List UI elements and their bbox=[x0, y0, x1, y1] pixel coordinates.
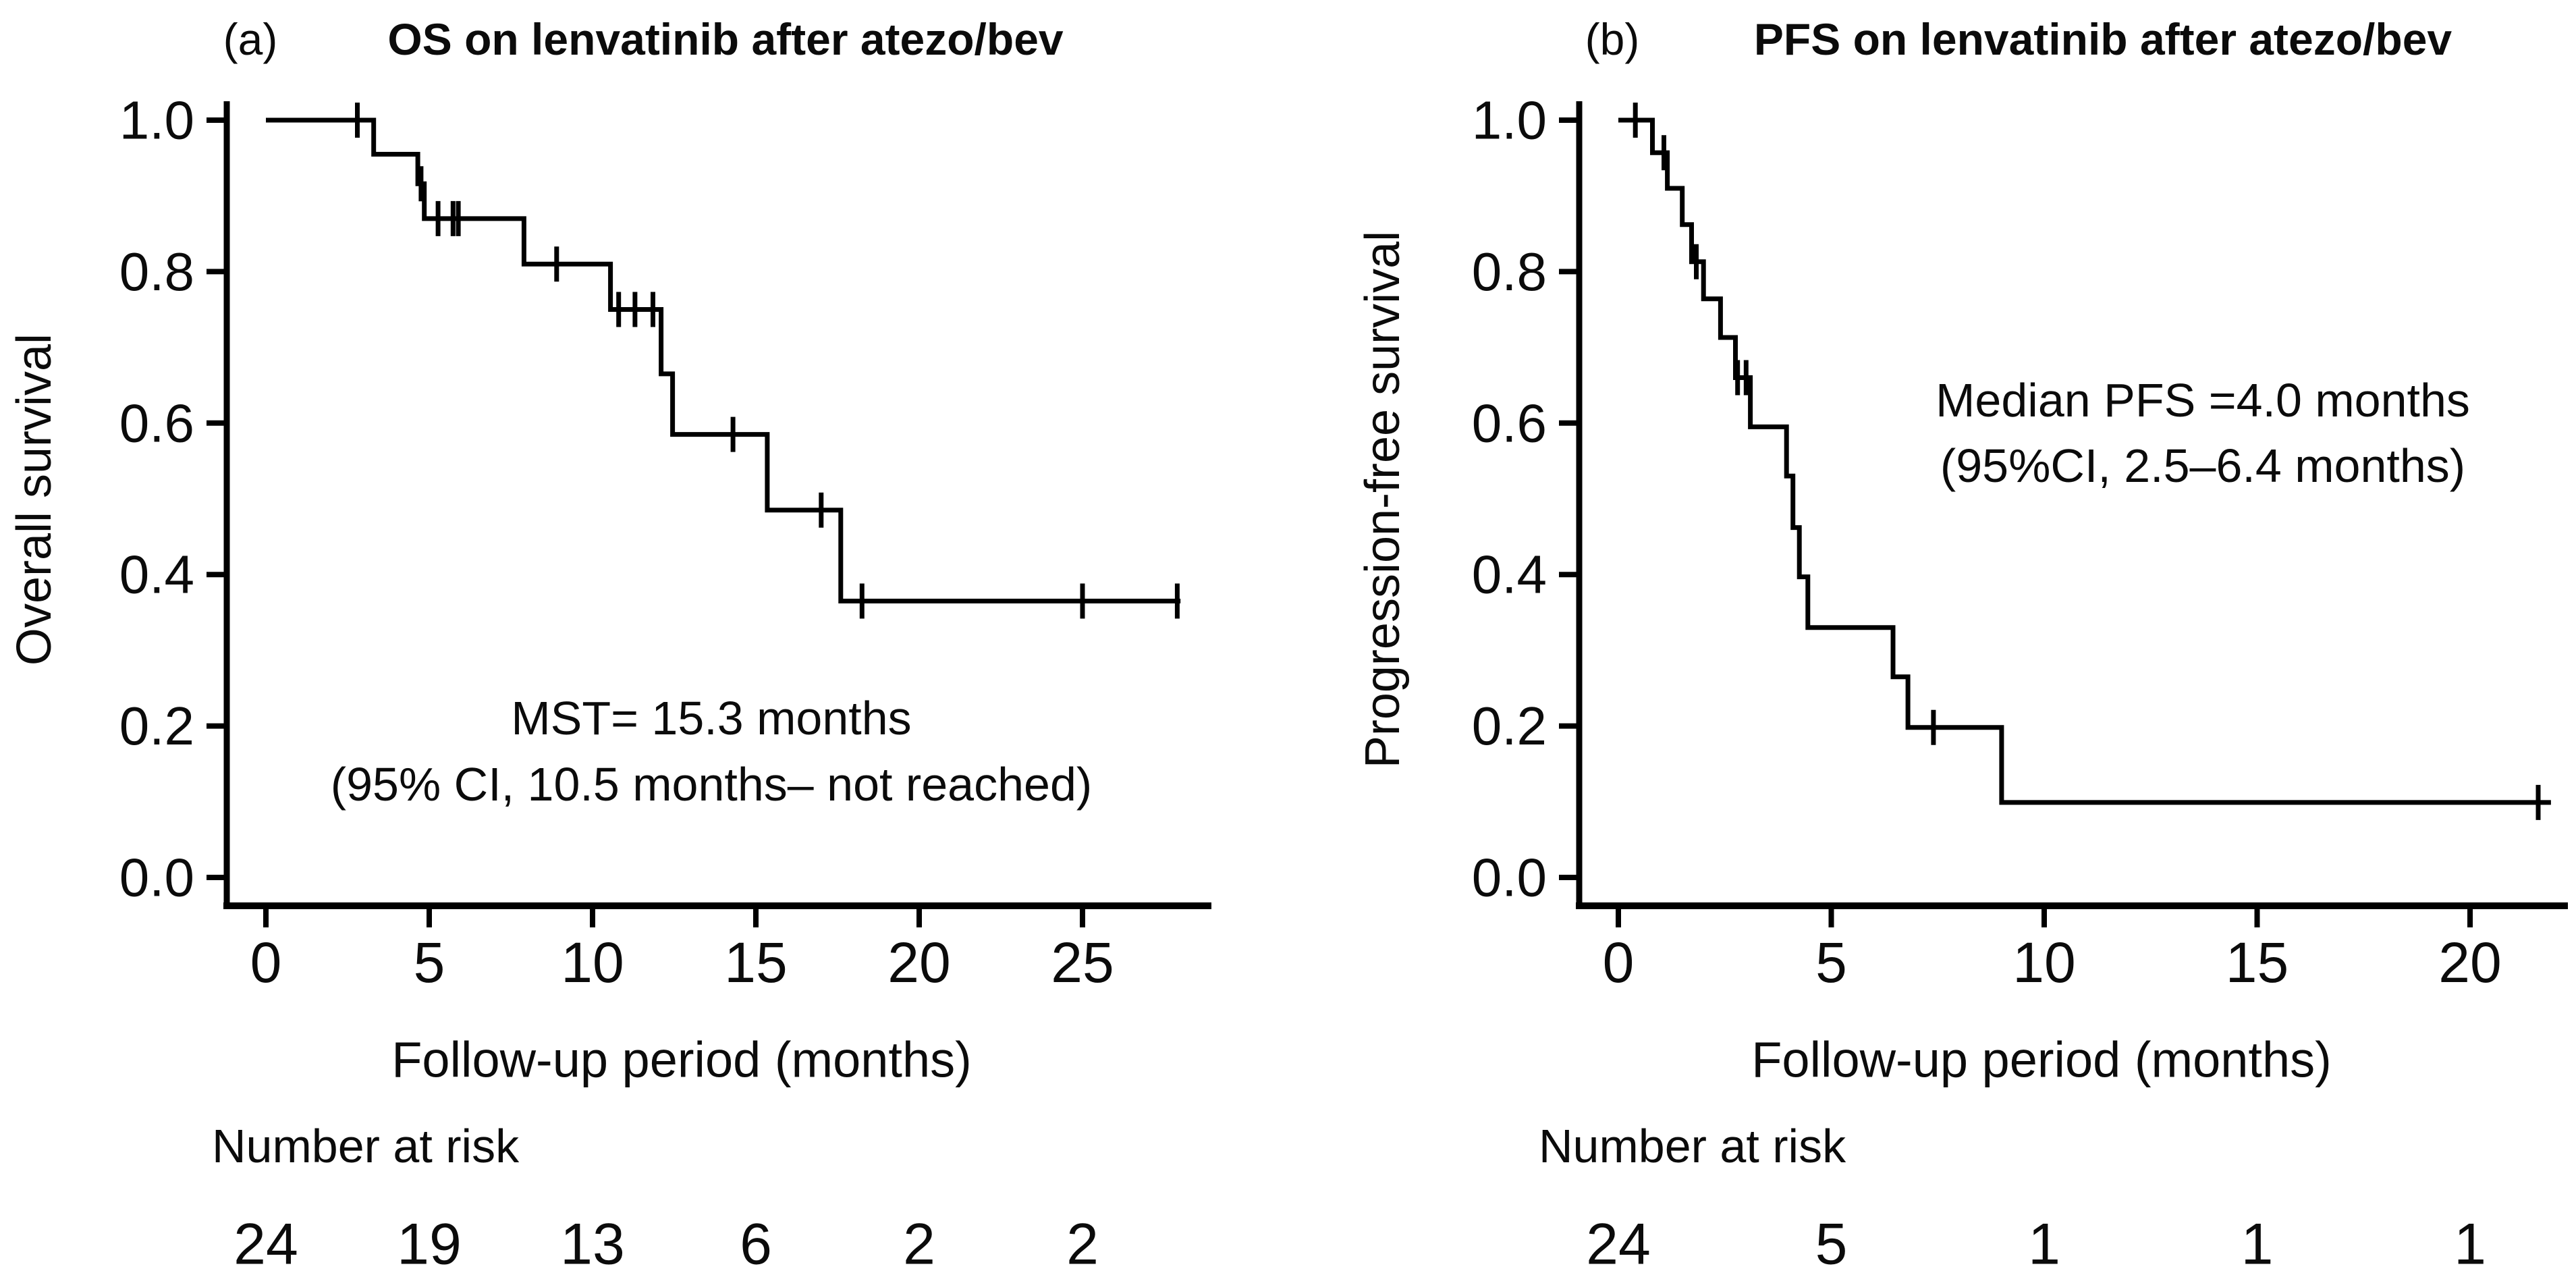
number-at-risk-value-a: 2 bbox=[903, 1212, 935, 1275]
panel-a-median-annotation-line1: MST= 15.3 months bbox=[511, 692, 912, 744]
y-tick-label-b: 0.2 bbox=[1472, 696, 1547, 756]
number-at-risk-value-a: 13 bbox=[560, 1212, 625, 1275]
panel-a-letter: (a) bbox=[223, 14, 278, 64]
x-tick-label-a: 25 bbox=[1051, 931, 1114, 994]
y-tick-label-a: 0.0 bbox=[119, 848, 194, 908]
panel-b-letter: (b) bbox=[1585, 14, 1640, 64]
panel-a-title: OS on lenvatinib after atezo/bev bbox=[387, 14, 1064, 64]
x-tick-label-b: 15 bbox=[2226, 931, 2289, 994]
x-tick-label-b: 0 bbox=[1603, 931, 1635, 994]
panel-b-x-axis-title: Follow-up period (months) bbox=[1751, 1031, 2332, 1088]
number-at-risk-value-a: 6 bbox=[740, 1212, 772, 1275]
x-tick-label-a: 10 bbox=[561, 931, 624, 994]
x-tick-label-b: 10 bbox=[2012, 931, 2075, 994]
km-curve-os bbox=[266, 117, 1181, 603]
x-tick-label-b: 20 bbox=[2438, 931, 2501, 994]
x-tick-label-b: 5 bbox=[1815, 931, 1847, 994]
panel-b-number-at-risk-label: Number at risk bbox=[1539, 1120, 1846, 1172]
x-tick-label-a: 0 bbox=[250, 931, 282, 994]
x-tick-label-a: 15 bbox=[724, 931, 787, 994]
number-at-risk-value-a: 24 bbox=[234, 1212, 298, 1275]
number-at-risk-value-b: 1 bbox=[2028, 1212, 2060, 1275]
y-tick-label-b: 0.8 bbox=[1472, 242, 1547, 302]
y-tick-label-a: 0.4 bbox=[119, 545, 194, 605]
panel-a-y-axis-title: Overall survival bbox=[7, 333, 61, 666]
y-tick-label-b: 0.4 bbox=[1472, 545, 1547, 605]
y-tick-label-b: 1.0 bbox=[1472, 90, 1547, 151]
y-tick-label-a: 0.8 bbox=[119, 242, 194, 302]
y-tick-label-a: 0.6 bbox=[119, 393, 194, 453]
panel-a-x-axis-title: Follow-up period (months) bbox=[391, 1031, 972, 1088]
y-tick-label-b: 0.6 bbox=[1472, 393, 1547, 453]
x-tick-label-a: 5 bbox=[414, 931, 445, 994]
number-at-risk-value-b: 5 bbox=[1815, 1212, 1848, 1275]
x-tick-label-a: 20 bbox=[887, 931, 950, 994]
number-at-risk-value-a: 19 bbox=[397, 1212, 462, 1275]
number-at-risk-value-b: 24 bbox=[1586, 1212, 1651, 1275]
y-tick-label-b: 0.0 bbox=[1472, 848, 1547, 908]
panel-b-median-annotation-line2: (95%CI, 2.5–6.4 months) bbox=[1940, 439, 2466, 492]
y-tick-label-a: 0.2 bbox=[119, 696, 194, 756]
number-at-risk-value-b: 1 bbox=[2241, 1212, 2274, 1275]
panel-a-median-annotation-line2: (95% CI, 10.5 months– not reached) bbox=[330, 758, 1093, 811]
number-at-risk-value-a: 2 bbox=[1066, 1212, 1099, 1275]
km-curve-pfs bbox=[1618, 117, 2551, 805]
panel-b-title: PFS on lenvatinib after atezo/bev bbox=[1753, 14, 2452, 64]
panel-b-median-annotation-line1: Median PFS =4.0 months bbox=[1936, 374, 2470, 427]
panel-b-y-axis-title: Progression-free survival bbox=[1356, 230, 1410, 769]
number-at-risk-value-b: 1 bbox=[2454, 1212, 2486, 1275]
panel-a-number-at-risk-label: Number at risk bbox=[212, 1120, 520, 1172]
y-tick-label-a: 1.0 bbox=[119, 90, 194, 151]
